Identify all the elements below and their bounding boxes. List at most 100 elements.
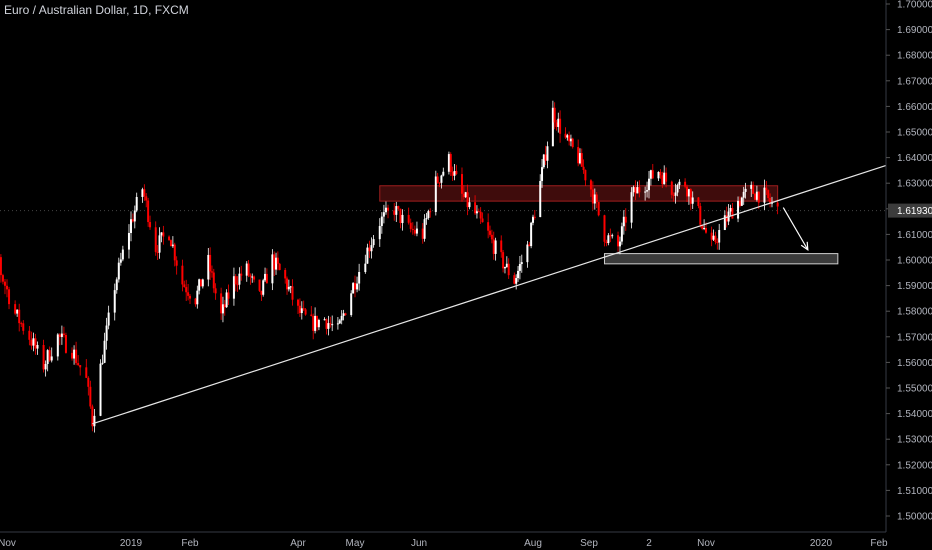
candle-body bbox=[119, 259, 122, 263]
candle-body bbox=[593, 194, 596, 204]
candle-body bbox=[352, 283, 355, 294]
candle-body bbox=[22, 323, 25, 331]
candle-body bbox=[737, 200, 740, 219]
candle-body bbox=[767, 190, 770, 199]
candle-body bbox=[284, 269, 287, 279]
candle-body bbox=[542, 154, 545, 168]
candle-body bbox=[275, 257, 278, 270]
candle-body bbox=[258, 279, 261, 291]
candle-body bbox=[464, 192, 467, 198]
candle-body bbox=[618, 241, 621, 247]
candle-body bbox=[451, 172, 454, 176]
candle-body bbox=[528, 244, 531, 247]
candle-body bbox=[526, 244, 529, 263]
candle-body bbox=[763, 187, 766, 203]
candle-body bbox=[185, 287, 188, 293]
candle-body bbox=[678, 181, 681, 186]
candle-body bbox=[160, 232, 163, 236]
candle-body bbox=[149, 222, 152, 228]
candle-body bbox=[494, 240, 497, 254]
candle-body bbox=[532, 216, 534, 223]
candle-body bbox=[154, 227, 157, 252]
candle-body bbox=[127, 232, 130, 250]
candle-body bbox=[18, 309, 21, 324]
candle-body bbox=[175, 260, 178, 266]
candle-body bbox=[453, 170, 456, 176]
candle-body bbox=[718, 230, 721, 243]
candle-body bbox=[442, 171, 445, 176]
candle-body bbox=[607, 235, 610, 244]
candle-body bbox=[468, 202, 471, 208]
candle-body bbox=[438, 182, 441, 184]
y-tick-label: 1.54000 bbox=[897, 409, 932, 420]
candle-body bbox=[429, 211, 432, 213]
candle-body bbox=[447, 154, 450, 172]
candle-body bbox=[577, 147, 580, 164]
candle-body bbox=[387, 207, 390, 211]
y-tick-label: 1.66000 bbox=[897, 102, 932, 113]
y-tick-label: 1.51000 bbox=[897, 486, 932, 497]
candle-body bbox=[611, 235, 614, 237]
candle-body bbox=[50, 356, 53, 361]
candle-body bbox=[425, 217, 428, 220]
candle-body bbox=[121, 249, 124, 260]
candle-body bbox=[603, 215, 606, 242]
candle-body bbox=[697, 197, 700, 207]
candle-body bbox=[632, 187, 635, 193]
candle-body bbox=[568, 135, 571, 142]
candle-body bbox=[776, 202, 779, 207]
candle-body bbox=[143, 189, 146, 197]
candle-body bbox=[742, 191, 745, 198]
candle-body bbox=[234, 276, 237, 285]
candle-body bbox=[236, 284, 239, 286]
y-tick-label: 1.59000 bbox=[897, 281, 932, 292]
candle-body bbox=[630, 192, 633, 223]
candle-body bbox=[8, 289, 11, 305]
candle-body bbox=[569, 138, 572, 142]
candle-body bbox=[342, 313, 345, 316]
candle-body bbox=[189, 295, 191, 299]
candle-body bbox=[401, 214, 404, 224]
y-tick-label: 1.68000 bbox=[897, 51, 932, 62]
candle-body bbox=[384, 207, 387, 213]
y-tick-label: 1.61000 bbox=[897, 230, 932, 241]
forecast-arrow[interactable] bbox=[782, 207, 809, 251]
candle-body bbox=[113, 290, 116, 313]
candle-body bbox=[64, 334, 67, 353]
candle-body bbox=[262, 280, 265, 295]
candle-body bbox=[302, 308, 305, 310]
candle-body bbox=[605, 241, 608, 244]
candle-body bbox=[399, 208, 402, 224]
candle-body bbox=[460, 174, 463, 194]
candle-body bbox=[609, 235, 612, 237]
candle-body bbox=[481, 218, 484, 223]
candle-body bbox=[245, 263, 248, 276]
candle-body bbox=[240, 273, 243, 276]
candle-body bbox=[28, 330, 31, 340]
candle-body bbox=[649, 170, 652, 179]
candle-body bbox=[314, 315, 317, 331]
x-tick-label: Nov bbox=[697, 538, 715, 549]
candle-body bbox=[145, 196, 148, 201]
candle-body bbox=[198, 279, 201, 291]
candle-body bbox=[20, 323, 23, 325]
candle-body bbox=[71, 352, 74, 359]
candle-body bbox=[32, 338, 35, 346]
candle-body bbox=[477, 211, 480, 213]
candle-body bbox=[201, 279, 204, 287]
resistance-zone[interactable] bbox=[379, 185, 779, 202]
candle-body bbox=[130, 219, 132, 233]
candle-body bbox=[225, 292, 228, 308]
candle-body bbox=[597, 201, 600, 216]
candle-body bbox=[58, 334, 61, 337]
candle-body bbox=[169, 240, 172, 247]
candle-body bbox=[571, 138, 574, 148]
candle-body bbox=[286, 278, 289, 290]
candle-body bbox=[518, 264, 521, 271]
candle-body bbox=[380, 216, 383, 227]
candle-body bbox=[651, 170, 654, 179]
support-zone[interactable] bbox=[603, 253, 839, 265]
candle-body bbox=[366, 247, 369, 264]
trendline[interactable] bbox=[92, 164, 887, 425]
